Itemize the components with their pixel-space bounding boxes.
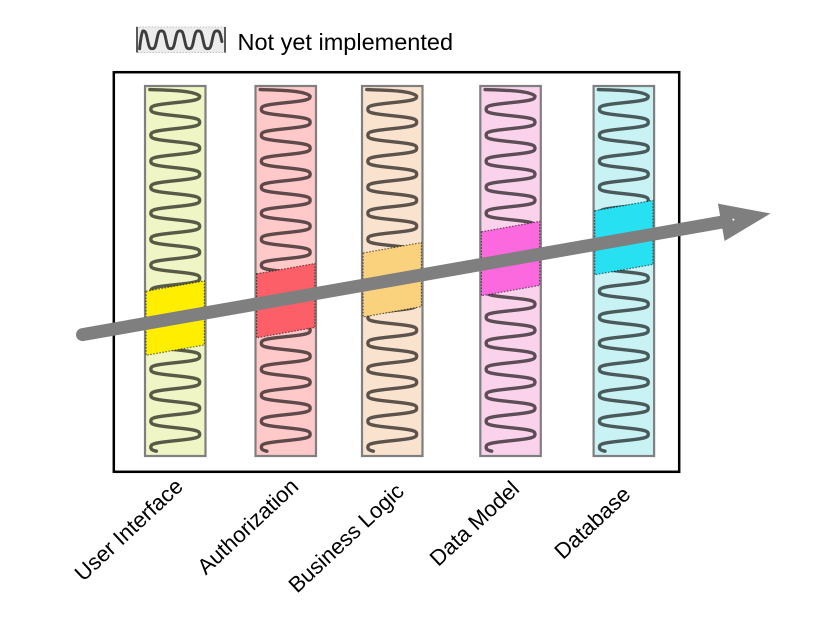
svg-text:Not yet implemented: Not yet implemented (238, 29, 454, 55)
